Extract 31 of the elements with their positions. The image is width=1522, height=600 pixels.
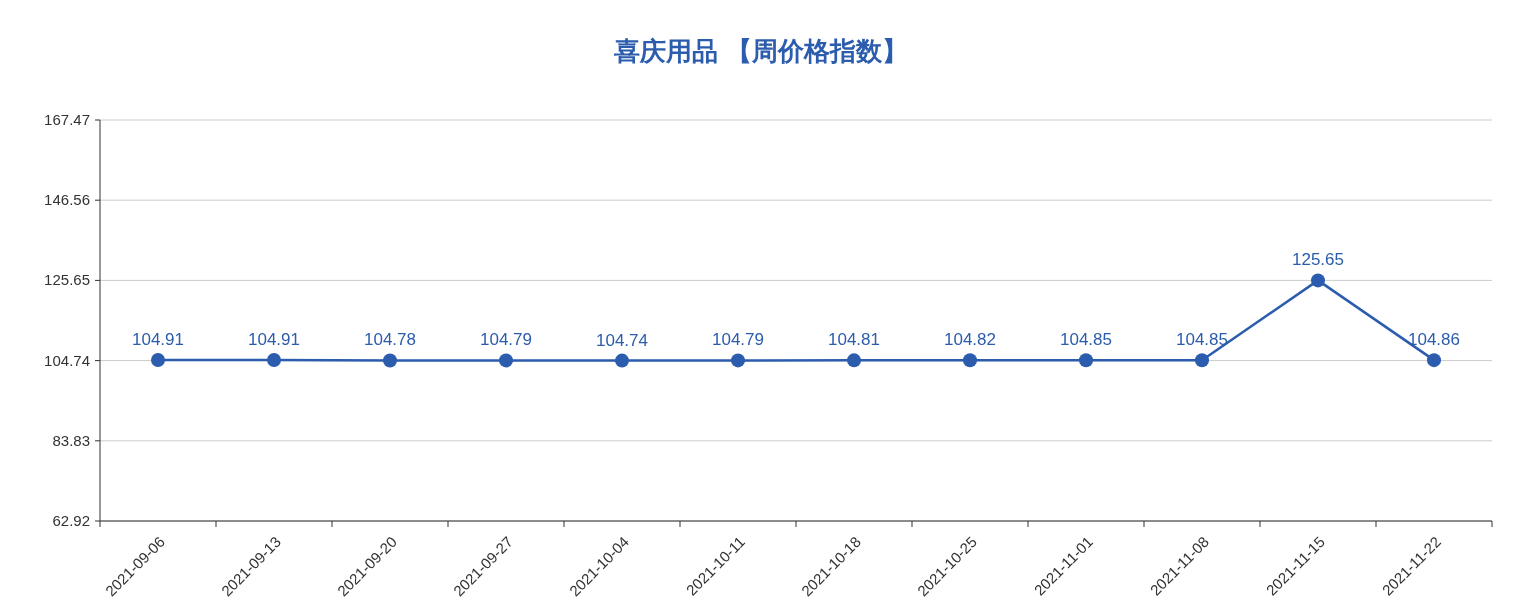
data-label: 104.79 <box>480 330 532 350</box>
point <box>1195 353 1209 368</box>
data-label: 104.79 <box>712 330 764 350</box>
point <box>151 352 165 367</box>
data-label: 104.74 <box>596 330 648 350</box>
point <box>1311 273 1325 288</box>
data-label: 104.85 <box>1060 330 1112 350</box>
point <box>731 353 745 368</box>
data-label: 104.81 <box>828 330 880 350</box>
data-label: 104.91 <box>248 329 300 349</box>
point <box>499 353 513 368</box>
point <box>963 353 977 368</box>
point <box>847 353 861 368</box>
point <box>615 353 629 368</box>
data-label: 104.78 <box>364 330 416 350</box>
y-tick-label: 104.74 <box>44 351 90 369</box>
y-tick-label: 146.56 <box>44 191 90 209</box>
y-tick-label: 83.83 <box>52 431 90 449</box>
data-label: 104.91 <box>132 329 184 349</box>
y-tick-label: 125.65 <box>44 271 90 289</box>
point <box>1079 353 1093 368</box>
y-tick-label: 167.47 <box>44 111 90 128</box>
data-label: 104.82 <box>944 330 996 350</box>
data-label: 104.86 <box>1408 330 1460 350</box>
point <box>383 353 397 368</box>
chart-title: 喜庆用品 【周价格指数】 <box>613 36 908 66</box>
point <box>267 352 281 367</box>
data-label: 104.85 <box>1176 330 1228 350</box>
y-tick-label: 62.92 <box>52 512 90 529</box>
point <box>1427 353 1441 368</box>
data-label: 125.65 <box>1292 250 1344 270</box>
